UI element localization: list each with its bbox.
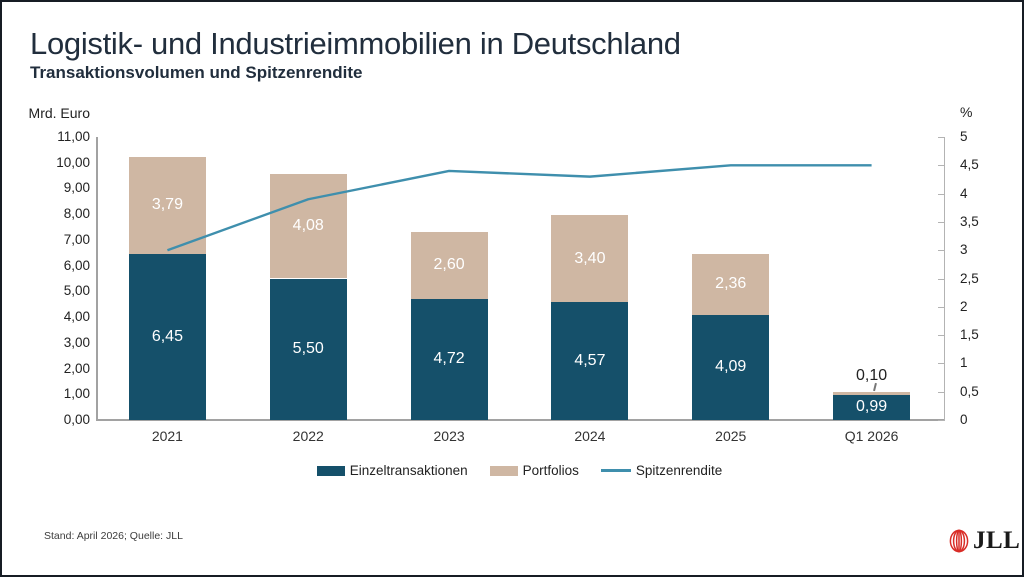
- bar-value-label: 3,40: [574, 249, 606, 267]
- left-axis-title: Mrd. Euro: [28, 105, 90, 121]
- legend: Einzeltransaktionen Portfolios Spitzenre…: [97, 463, 942, 478]
- y-axis-left-tick-label: 9,00: [63, 180, 90, 196]
- y-axis-right-tick-label: 3,5: [960, 213, 979, 229]
- y-axis-left-tick-label: 2,00: [63, 360, 90, 376]
- y-axis-right-tick-label: 4: [960, 185, 968, 201]
- y-axis-right-tick-label: 0,5: [960, 383, 979, 399]
- bar-value-label: 4,08: [292, 217, 324, 235]
- bar-value-label: 5,50: [292, 340, 324, 358]
- y-axis-right-tick-label: 0: [960, 412, 968, 427]
- right-axis-title: %: [960, 104, 973, 120]
- y-axis-right-tick: [938, 137, 945, 138]
- x-axis-category-label: 2021: [151, 428, 183, 444]
- legend-label: Spitzenrendite: [635, 463, 723, 478]
- y-axis-left-tick-label: 10,00: [56, 154, 90, 170]
- x-axis-category-label: 2025: [715, 428, 747, 444]
- y-axis-right-tick: [938, 391, 945, 393]
- y-axis-right-tick-label: 1: [960, 355, 968, 371]
- y-axis-right-tick: [938, 221, 945, 223]
- y-axis-left-tick-label: 6,00: [63, 257, 90, 273]
- y-axis-right-tick: [938, 420, 945, 421]
- x-axis-category-label: 2022: [292, 428, 324, 444]
- y-axis-right-tick: [938, 306, 945, 308]
- legend-item-spitzenrendite: Spitzenrendite: [600, 463, 723, 478]
- x-axis-category-label: 2024: [574, 428, 606, 444]
- y-axis-right-tick-label: 5: [960, 129, 968, 144]
- bar-segment-einzeltransaktionen: [833, 394, 911, 420]
- chart-title: Logistik- und Industrieimmobilien in Deu…: [30, 26, 681, 61]
- y-axis-right-tick: [938, 250, 945, 252]
- y-axis-left-tick-label: 7,00: [63, 231, 90, 247]
- y-axis-left-tick-label: 11,00: [57, 129, 90, 144]
- bar-value-label: 2,60: [433, 256, 465, 274]
- bar-value-label: 0,99: [856, 398, 888, 416]
- x-axis-category-label: 2023: [433, 428, 465, 444]
- jll-logo-text: JLL: [973, 527, 1021, 554]
- bar-segment-portfolios: [833, 391, 911, 395]
- bar-segment-einzeltransaktionen: [128, 254, 206, 420]
- chart-subtitle: Transaktionsvolumen und Spitzenrendite: [30, 63, 363, 82]
- legend-item-portfolios: Portfolios: [489, 463, 579, 478]
- y-axis-right-tick: [938, 335, 945, 337]
- spitzenrendite-line-icon: [600, 469, 631, 472]
- legend-item-einzeltransaktionen: Einzeltransaktionen: [316, 463, 468, 478]
- source-note: Stand: April 2026; Quelle: JLL: [44, 530, 183, 542]
- bar-value-label: 0,10: [856, 366, 888, 384]
- bar-value-label: 4,09: [715, 358, 747, 376]
- bar-value-label: 4,57: [574, 352, 606, 370]
- y-axis-right-tick: [938, 278, 945, 280]
- bar-segment-einzeltransaktionen: [269, 278, 347, 420]
- y-axis-left-tick-label: 4,00: [63, 309, 90, 325]
- bar-segment-einzeltransaktionen: [551, 302, 629, 420]
- einzeltransaktionen-swatch-icon: [316, 465, 345, 476]
- y-axis-right-tick: [938, 165, 945, 167]
- bar-value-label: 4,72: [433, 350, 465, 368]
- y-axis-right-tick-label: 2,5: [960, 270, 979, 286]
- y-axis-left-tick-label: 5,00: [63, 283, 90, 299]
- y-axis-right-tick-label: 2: [960, 298, 968, 314]
- y-axis-right-tick-label: 1,5: [960, 327, 979, 343]
- x-axis-category-label: Q1 2026: [844, 428, 899, 444]
- legend-label: Portfolios: [522, 463, 579, 478]
- y-axis-right-tick-label: 4,5: [960, 157, 979, 173]
- y-axis-left-tick-label: 8,00: [63, 206, 90, 222]
- y-axis-left-line: [96, 137, 98, 420]
- jll-logo: JLL: [949, 527, 1020, 555]
- y-axis-right-tick-label: 3: [960, 242, 968, 258]
- bar-value-label: 6,45: [151, 328, 183, 346]
- portfolios-swatch-icon: [489, 465, 518, 476]
- y-axis-left-tick-label: 1,00: [63, 386, 90, 402]
- y-axis-right-tick: [938, 363, 945, 365]
- x-axis-line: [96, 419, 945, 421]
- bar-segment-einzeltransaktionen: [410, 298, 488, 420]
- y-axis-left-tick-label: 0,00: [63, 412, 90, 427]
- bar-value-label: 3,79: [151, 196, 183, 214]
- bar-value-label: 2,36: [715, 275, 747, 293]
- bar-segment-portfolios: [692, 254, 770, 315]
- y-axis-right-tick: [938, 193, 945, 195]
- y-axis-left-tick-label: 3,00: [63, 334, 90, 350]
- jll-globe-icon: [949, 529, 969, 553]
- bar-segment-einzeltransaktionen: [692, 314, 770, 420]
- legend-label: Einzeltransaktionen: [349, 463, 468, 478]
